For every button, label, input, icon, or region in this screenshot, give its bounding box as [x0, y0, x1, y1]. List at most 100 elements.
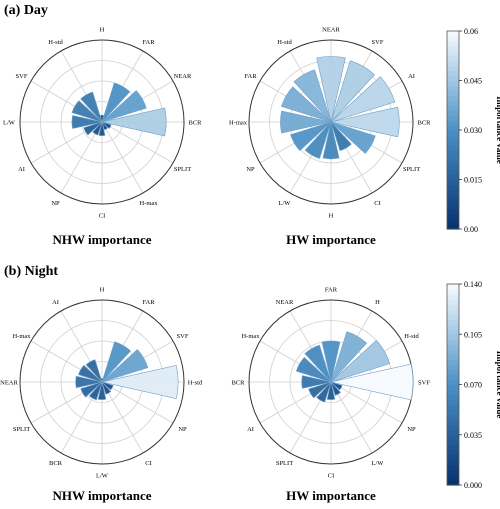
bar-l-w [304, 121, 332, 159]
bar-split [330, 121, 376, 154]
colorbar-tick-label: 0.030 [464, 126, 482, 135]
colorbar-segment [447, 40, 459, 47]
axis-label: SPLIT [174, 166, 191, 173]
colorbar-segment [447, 379, 459, 386]
axis-label: BCR [231, 380, 245, 387]
panel-heading-day: (a) Day [4, 3, 48, 18]
axis-label: FAR [244, 73, 257, 80]
colorbar-segment [447, 399, 459, 406]
polar-frame [248, 39, 414, 205]
colorbar-segment [447, 419, 459, 426]
bar-ai [330, 76, 396, 123]
colorbar-segment [447, 139, 459, 146]
colorbar-segment [447, 389, 459, 396]
colorbar-tick-label: 0.035 [464, 431, 482, 440]
colorbar-tick-label: 0.06 [464, 27, 478, 36]
polar-chart-night-nhw: H FAR SVF H-std NP CI L/W BCR SPLIT NEAR H-max AI NH… [0, 287, 203, 504]
bar-ci [330, 121, 352, 152]
colorbar-segment [447, 469, 459, 476]
colorbar-segment [447, 224, 459, 230]
colorbar-segment [447, 394, 459, 401]
colorbar-segment [447, 474, 459, 481]
axis-label: BCR [49, 460, 63, 467]
colorbar-segment [447, 314, 459, 320]
bar-ci [98, 121, 106, 136]
colorbar-segment [447, 164, 459, 171]
colorbar-segment [447, 459, 459, 466]
colorbar-segment [447, 374, 459, 381]
colorbar-segment [447, 364, 459, 371]
colorbar-segment [447, 299, 459, 305]
grid-spoke [101, 381, 174, 424]
colorbar-segment [447, 95, 459, 101]
colorbar-segment [447, 334, 459, 340]
bar-l-w [71, 115, 103, 129]
bar-near [316, 56, 346, 123]
polar-chart-day-hw: NEAR SVF AI BCR SPLIT CI H L/W NP H-max FAR H-std HW… [229, 27, 431, 248]
axis-label: CI [99, 213, 106, 220]
charts-layer: H FAR NEAR BCR SPLIT H-max CI NP AI L/W SVF H-std NH… [0, 27, 500, 504]
axis-label: L/W [3, 120, 16, 127]
bar-far [321, 340, 341, 383]
axis-label: FAR [325, 287, 338, 294]
colorbar-segment [447, 339, 459, 345]
bar-np [101, 381, 114, 391]
axis-label: NEAR [0, 380, 18, 387]
bar-h [322, 121, 340, 160]
colorbar-segment [447, 105, 459, 111]
colorbar-segment [447, 80, 459, 87]
bar-svf [330, 363, 414, 401]
axis-label: H-max [139, 200, 158, 207]
colorbar-segment [447, 134, 459, 141]
axis-label: SVF [16, 73, 28, 80]
colorbar-segment [447, 65, 459, 72]
colorbar-segment [447, 120, 459, 126]
colorbar-tick-label: 0.00 [464, 225, 478, 234]
colorbar-segment [447, 169, 459, 176]
colorbar-segment [447, 149, 459, 156]
bar-h-max [295, 356, 332, 383]
colorbar-segment [447, 434, 459, 441]
colorbar-segment [447, 324, 459, 330]
colorbar-segment [447, 50, 459, 57]
bar-np [330, 381, 343, 391]
polar-chart-day-nhw: H FAR NEAR BCR SPLIT H-max CI NP AI L/W SVF H-std NH… [3, 27, 202, 248]
colorbar-segment [447, 454, 459, 461]
bar-split [80, 381, 103, 398]
colorbar-segment [447, 409, 459, 416]
colorbar-segment [447, 294, 459, 300]
bar-l-w [330, 381, 341, 396]
colorbar-segment [447, 115, 459, 121]
axis-label: L/W [96, 473, 109, 480]
axis-label: H [329, 213, 334, 220]
colorbar-segment [447, 154, 459, 161]
colorbar-segment [447, 159, 459, 166]
axis-label: AI [247, 426, 254, 433]
colorbar-segment [447, 414, 459, 421]
colorbar-segment [447, 344, 459, 350]
bar-svf [330, 60, 375, 123]
axis-label: NEAR [174, 73, 192, 80]
axis-label: SPLIT [276, 460, 293, 467]
axis-label: NP [246, 166, 255, 173]
colorbar-segment [447, 464, 459, 471]
colorbar-segment [447, 449, 459, 456]
axis-label: NP [51, 200, 60, 207]
grid-spoke [101, 121, 174, 164]
axis-label: CI [328, 473, 335, 480]
colorbar-segment [447, 309, 459, 315]
bar-h-max [78, 364, 103, 383]
colorbar-segment [447, 329, 459, 335]
axis-label: H-std [404, 333, 419, 340]
colorbar-day: 0.00 0.015 0.030 0.045 0.06 Importance value [446, 27, 500, 234]
bar-svf [101, 349, 149, 383]
colorbar-segment [447, 359, 459, 366]
colorbar-tick-label: 0.045 [464, 77, 482, 86]
bar-np [92, 121, 103, 136]
colorbar-tick-label: 0.105 [464, 330, 482, 339]
chart-title: HW importance [286, 232, 376, 247]
colorbar-segment [447, 60, 459, 67]
chart-title: NHW importance [52, 488, 151, 503]
colorbar-segment [447, 304, 459, 310]
